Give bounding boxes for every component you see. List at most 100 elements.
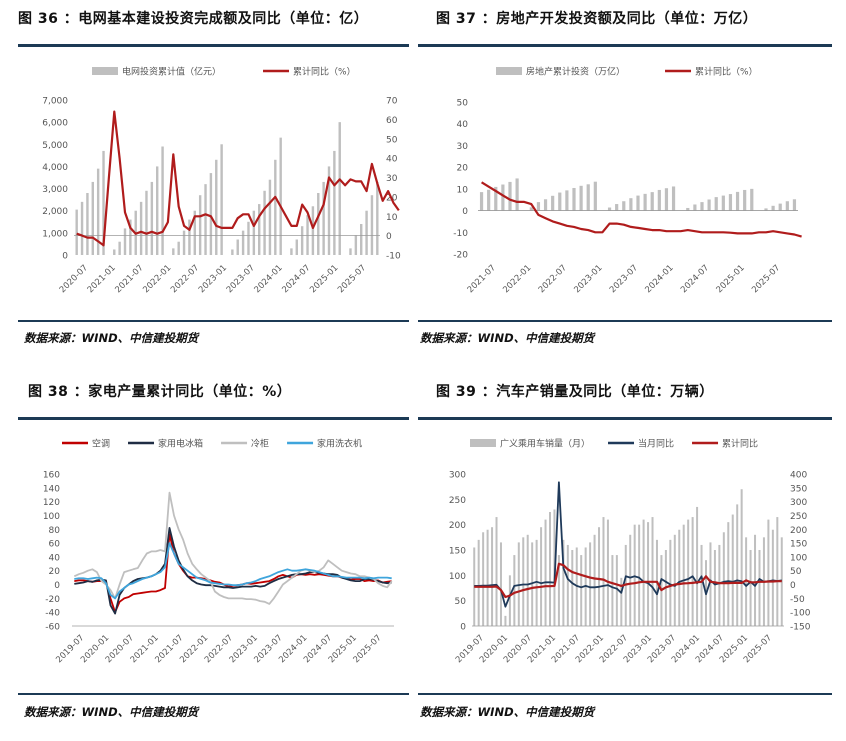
y-tick-label: 0 [460,623,466,633]
bar [300,226,304,255]
bar [543,199,548,211]
bar [354,235,358,255]
y-tick-label: 20 [49,567,61,577]
chart-title-37: 图 37 ：房地产开发投资额及同比（单位：万亿） [436,11,758,27]
bar [177,241,180,255]
bar [638,524,641,626]
bar [494,186,498,211]
bar [91,181,94,255]
bar [482,532,485,626]
title-rule-37 [418,44,832,47]
footer-rule-36 [18,320,409,322]
y2-tick-label: 10 [386,213,398,223]
legend-label: 家用电冰箱 [158,438,203,450]
bar [643,193,647,211]
legend-label: 累计同比 [722,438,758,450]
footer-rule-39 [418,693,832,695]
x-tick-label: 2024-01 [253,263,285,295]
footer-rule-37 [418,320,832,322]
bar [172,248,175,255]
bar [102,150,105,255]
legend-label: 当月同比 [638,438,674,450]
bar [740,489,743,626]
bar [86,193,89,255]
y-tick-label: -60 [45,623,60,633]
x-tick-label: 2025-01 [308,263,340,295]
y-tick-label: 0 [54,581,60,591]
series-line [74,533,392,614]
y2-tick-label: 0 [386,232,392,242]
bar [562,539,565,626]
title-rule-39 [418,417,832,420]
chart-36: 电网投资累计值（亿元） 累计同比（%） 0 1,000 2,000 3,000 4,000 5… [24,56,406,304]
series-line [73,491,393,605]
bar [349,248,352,255]
legend-swatch [470,439,496,447]
bar [718,544,721,626]
x-tick-label: 2021-01 [86,263,118,295]
bar [193,210,196,255]
x-tick-label: 2022-01 [501,263,533,295]
series-line [76,110,400,247]
bar [279,137,282,255]
bar [728,194,733,211]
bar [722,532,725,626]
y-tick-label: 120 [43,498,60,508]
bar [669,539,672,626]
series-line [474,562,782,599]
y-tick-label: 300 [449,471,466,481]
y2-tick-label: 300 [790,498,807,508]
legend-label: 电网投资累计值（亿元） [122,66,221,78]
bar [579,185,583,211]
bar [247,221,250,255]
bar [636,195,640,211]
y2-tick-label: 50 [386,135,398,145]
y-tick-label: -10 [453,229,468,239]
y-tick-label: 50 [457,99,469,109]
bar [295,239,298,255]
bar [495,517,498,626]
bar [764,208,768,211]
y-tick-label: 6,000 [42,119,68,129]
bar [161,146,164,255]
y-tick-label: 40 [457,120,469,130]
bar [487,189,491,211]
y2-tick-label: 150 [790,540,807,550]
legend-swatch [496,67,522,75]
series-line [474,481,782,608]
source-note-36: 数据来源：WIND、中信建投期货 [24,331,199,345]
x-tick-label: 2023-01 [197,263,229,295]
y-tick-label: 50 [455,597,467,607]
x-tick-label: 2022-07 [537,263,569,295]
y-tick-label: 150 [449,547,466,557]
bar [551,195,555,211]
bar [792,199,797,211]
y2-tick-label: 40 [386,155,398,165]
y-tick-label: 0 [62,252,68,262]
panel-36: 图 36 ：电网基本建设投资完成额及同比（单位：亿） [18,0,834,360]
y-tick-label: 100 [449,572,466,582]
y2-tick-label: 350 [790,484,807,494]
bar [771,205,775,211]
bar [565,190,569,211]
bar [129,219,132,255]
bar [593,181,597,211]
bar [785,201,789,211]
bar [290,248,293,255]
legend-label: 广义乘用车销量（月） [500,438,590,450]
series-line [481,181,802,238]
bar [586,184,590,211]
legend-label: 累计同比（%） [695,66,758,78]
bar [735,191,740,211]
bar [252,210,256,255]
bar [693,204,697,211]
bar [513,555,516,626]
bar [531,542,534,626]
bar [360,224,363,255]
bar [647,522,650,626]
bar [566,544,569,626]
footer-rule-38 [18,693,409,695]
source-note-39: 数据来源：WIND、中信建投期货 [420,705,595,719]
bar [515,178,519,211]
y2-tick-label: 250 [790,512,807,522]
